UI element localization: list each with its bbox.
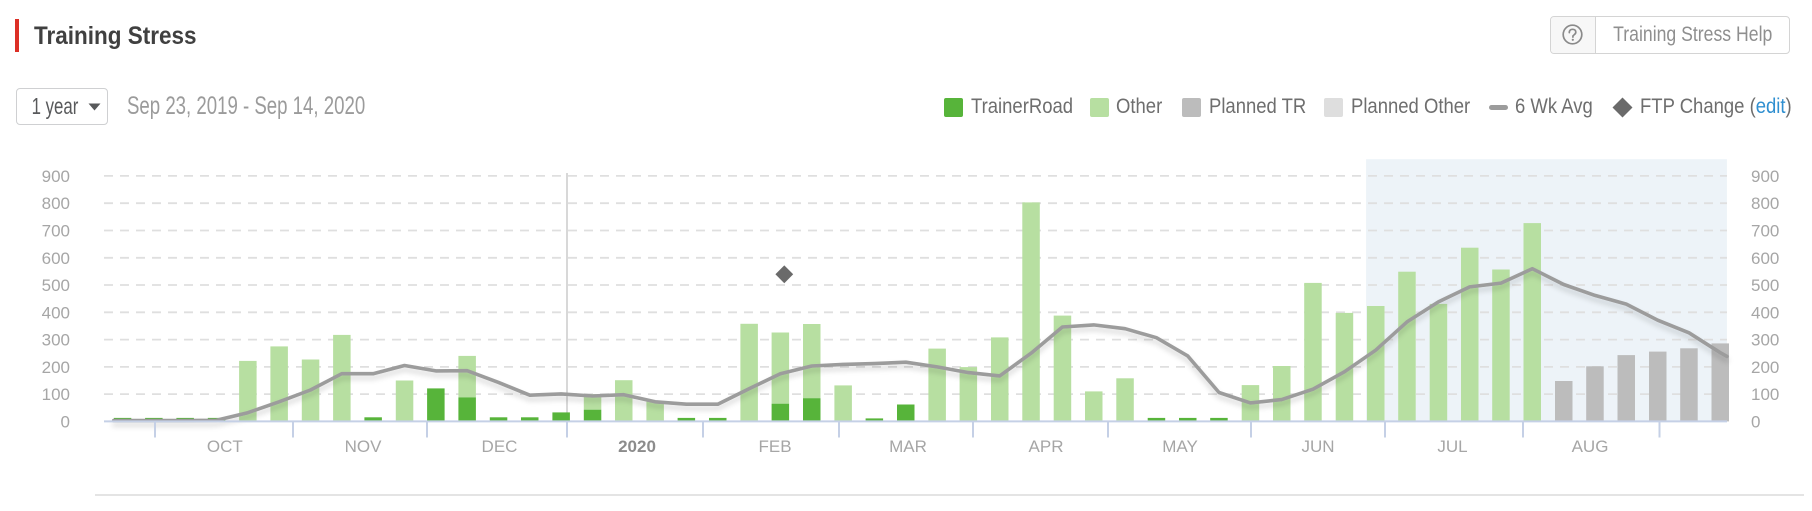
- svg-text:500: 500: [1751, 276, 1779, 295]
- svg-text:0: 0: [1751, 412, 1760, 431]
- svg-text:2020: 2020: [618, 437, 656, 456]
- svg-text:800: 800: [42, 194, 70, 213]
- svg-text:JUN: JUN: [1301, 437, 1334, 456]
- svg-text:600: 600: [1751, 249, 1779, 268]
- svg-text:700: 700: [1751, 222, 1779, 241]
- svg-text:OCT: OCT: [207, 437, 243, 456]
- svg-text:100: 100: [42, 385, 70, 404]
- svg-text:400: 400: [42, 303, 70, 322]
- svg-text:700: 700: [42, 222, 70, 241]
- svg-text:500: 500: [42, 276, 70, 295]
- svg-text:400: 400: [1751, 303, 1779, 322]
- svg-text:600: 600: [42, 249, 70, 268]
- svg-text:NOV: NOV: [345, 437, 383, 456]
- svg-text:APR: APR: [1029, 437, 1064, 456]
- svg-text:0: 0: [61, 412, 70, 431]
- svg-text:800: 800: [1751, 194, 1779, 213]
- svg-text:200: 200: [42, 358, 70, 377]
- svg-text:AUG: AUG: [1572, 437, 1609, 456]
- svg-text:FEB: FEB: [758, 437, 791, 456]
- svg-text:100: 100: [1751, 385, 1779, 404]
- svg-text:DEC: DEC: [482, 437, 518, 456]
- svg-text:MAY: MAY: [1162, 437, 1198, 456]
- svg-text:300: 300: [42, 331, 70, 350]
- svg-text:MAR: MAR: [889, 437, 927, 456]
- svg-text:200: 200: [1751, 358, 1779, 377]
- svg-text:300: 300: [1751, 331, 1779, 350]
- svg-text:900: 900: [1751, 167, 1779, 186]
- svg-text:JUL: JUL: [1437, 437, 1467, 456]
- svg-text:900: 900: [42, 167, 70, 186]
